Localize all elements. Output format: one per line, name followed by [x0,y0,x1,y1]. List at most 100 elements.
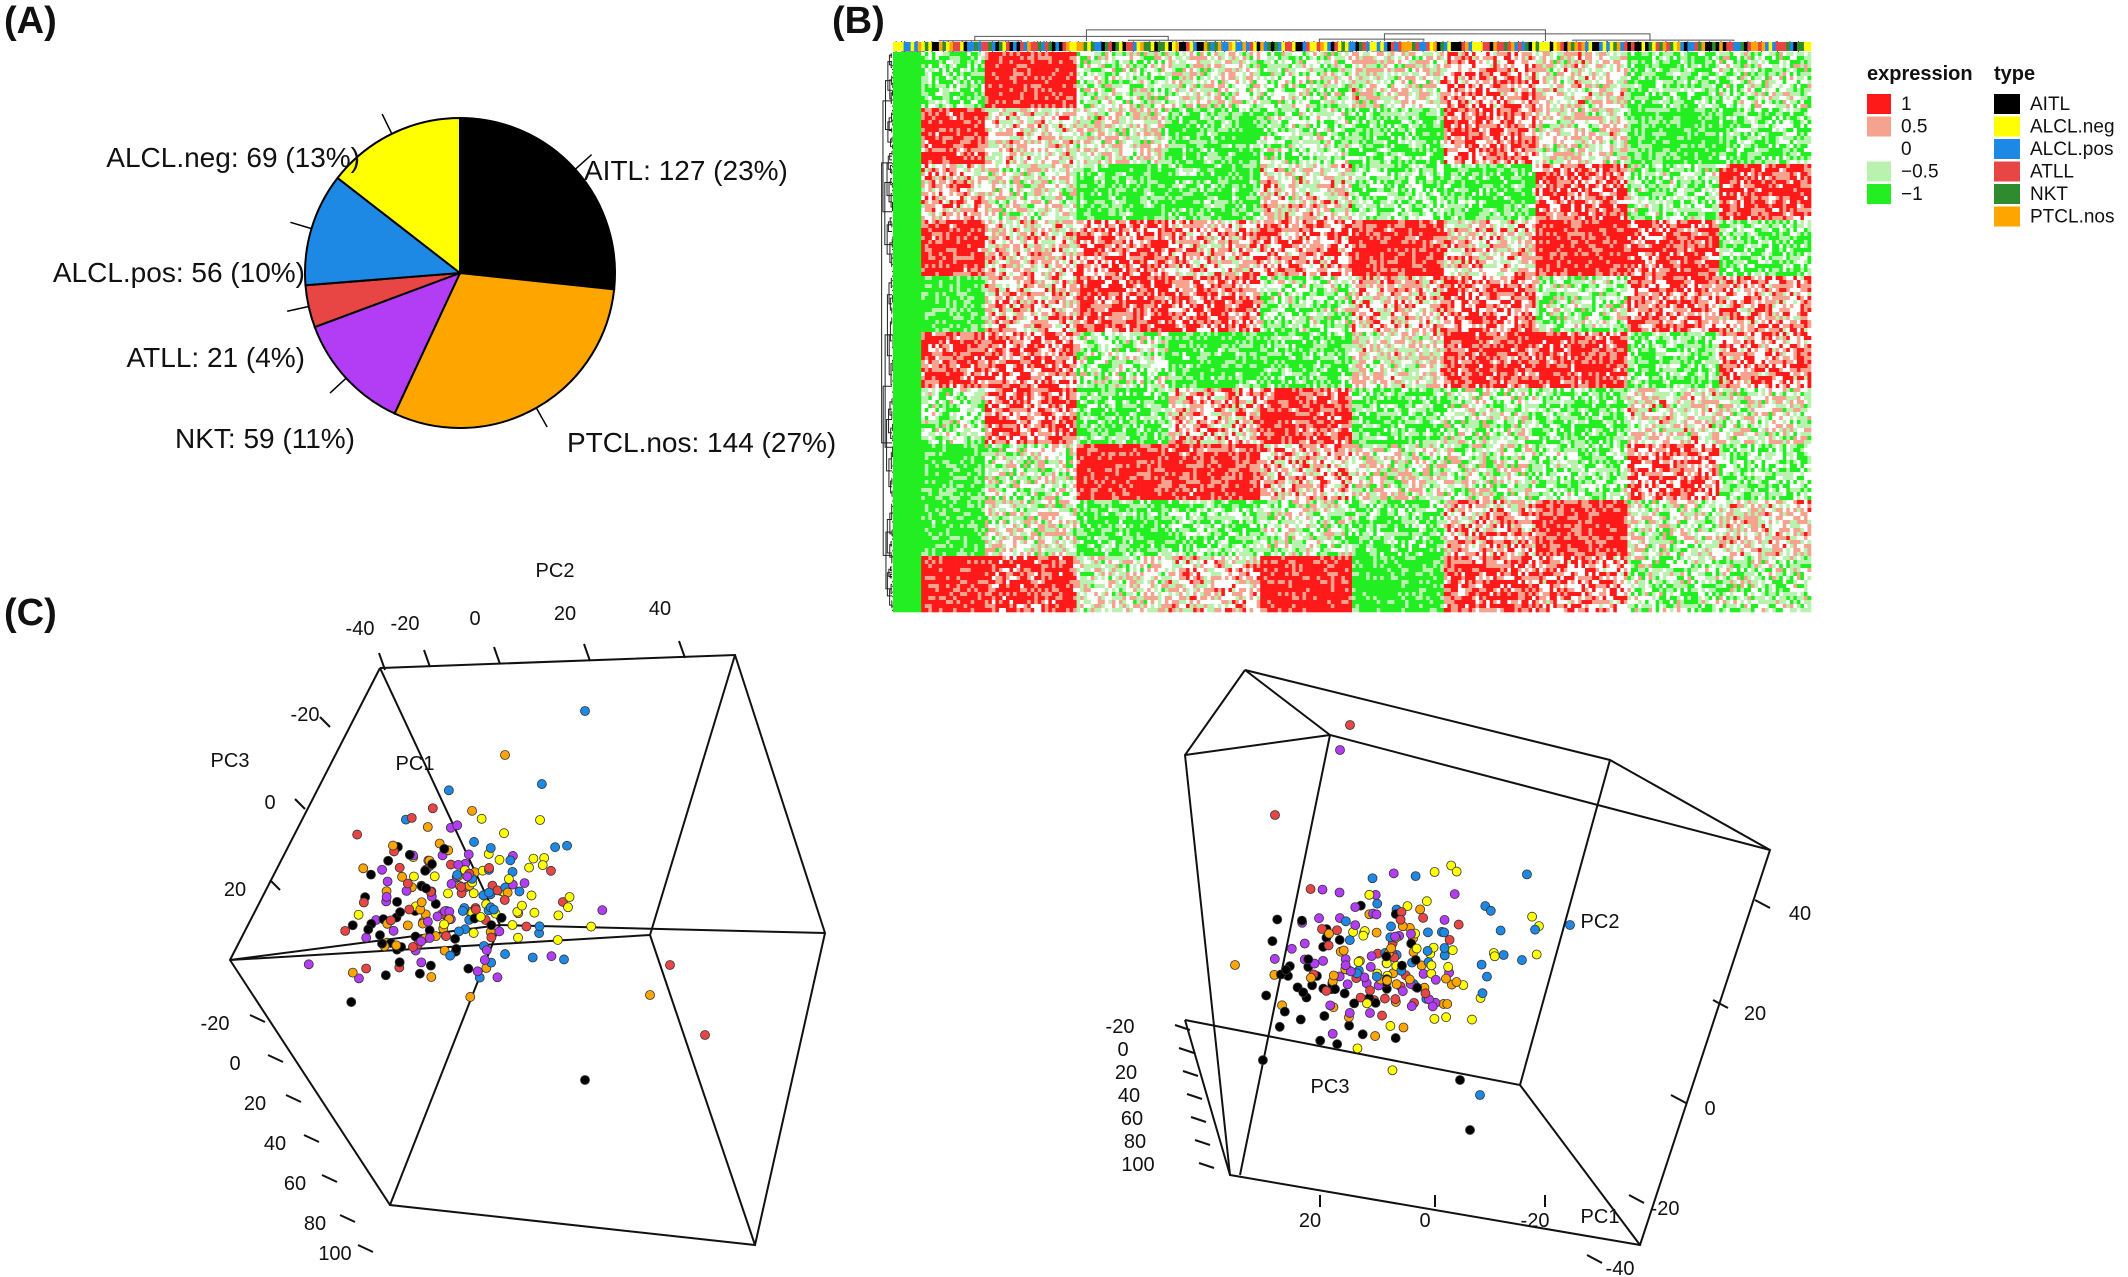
heatmap-cell [1670,108,1674,112]
heatmap-cell [1267,112,1271,116]
heatmap-cell [1571,72,1575,76]
heatmap-cell [942,60,946,64]
heatmap-cell [1416,84,1420,88]
heatmap-cell [932,92,936,96]
heatmap-cell [1476,72,1480,76]
heatmap-cell [1486,84,1490,88]
heatmap-cell [1296,60,1300,64]
heatmap-cell [1034,68,1038,72]
heatmap-cell [1175,108,1179,112]
heatmap-cell [1419,84,1423,88]
heatmap-cell [1642,76,1646,80]
heatmap-cell [1546,68,1550,72]
heatmap-cell [1186,60,1190,64]
heatmap-cell [971,116,975,120]
heatmap-cell [1306,72,1310,76]
heatmap-cell [1606,100,1610,104]
heatmap-cell [1645,92,1649,96]
heatmap-cell [900,60,904,64]
heatmap-cell [1010,92,1014,96]
heatmap-cell [1391,60,1395,64]
heatmap-cell [1341,80,1345,84]
heatmap-cell [1352,68,1356,72]
heatmap-cell [1606,116,1610,120]
heatmap-cell [1673,108,1677,112]
heatmap-cell [1306,52,1310,56]
heatmap-cell [1338,100,1342,104]
heatmap-cell [1578,68,1582,72]
heatmap-cell [1507,100,1511,104]
heatmap-cell [1398,64,1402,68]
heatmap-cell [1656,92,1660,96]
heatmap-cell [1165,108,1169,112]
heatmap-cell [1133,64,1137,68]
heatmap-cell [1024,84,1028,88]
heatmap-cell [1098,76,1102,80]
heatmap-cell [1423,100,1427,104]
heatmap-cell [1709,104,1713,108]
heatmap-cell [985,80,989,84]
heatmap-cell [1680,100,1684,104]
heatmap-cell [914,68,918,72]
heatmap-cell [1031,116,1035,120]
type-bar-cell [1098,42,1102,51]
heatmap-cell [914,96,918,100]
heatmap-cell [964,104,968,108]
heatmap-cell [1052,116,1056,120]
heatmap-cell [1680,88,1684,92]
type-bar-cell [1002,42,1006,51]
heatmap-cell [1514,56,1518,60]
heatmap-cell [1758,92,1762,96]
heatmap-cell [1762,84,1766,88]
heatmap-cell [1324,64,1328,68]
heatmap-cell [1656,88,1660,92]
heatmap-cell [907,60,911,64]
heatmap-cell [1045,84,1049,88]
heatmap-cell [1751,80,1755,84]
heatmap-cell [1006,64,1010,68]
heatmap-cell [1175,88,1179,92]
type-bar-cell [999,42,1003,51]
heatmap-cell [932,112,936,116]
heatmap-cell [1433,60,1437,64]
heatmap-cell [1419,96,1423,100]
heatmap-cell [1514,104,1518,108]
pie-leader-line [536,408,547,427]
heatmap-cell [1264,92,1268,96]
heatmap-cell [1045,112,1049,116]
heatmap-cell [1451,52,1455,56]
type-bar-cell [1183,42,1187,51]
heatmap-cell [1070,96,1074,100]
heatmap-cell [1140,116,1144,120]
heatmap-cell [893,84,897,88]
heatmap-cell [1253,84,1257,88]
heatmap-cell [1677,112,1681,116]
heatmap-cell [1483,112,1487,116]
heatmap-cell [1613,96,1617,100]
heatmap-cell [1807,84,1811,88]
heatmap-cell [1341,96,1345,100]
heatmap-cell [1454,84,1458,88]
heatmap-cell [1119,52,1123,56]
heatmap-cell [942,116,946,120]
heatmap-cell [1108,84,1112,88]
heatmap-cell [1504,60,1508,64]
heatmap-cell [1331,96,1335,100]
heatmap-cell [1010,56,1014,60]
heatmap-cell [1094,68,1098,72]
heatmap-cell [1200,84,1204,88]
heatmap-cell [1408,96,1412,100]
heatmap-cell [1469,80,1473,84]
heatmap-cell [1490,84,1494,88]
heatmap-cell [1447,76,1451,80]
heatmap-cell [1772,60,1776,64]
heatmap-cell [1469,52,1473,56]
heatmap-cell [1790,52,1794,56]
heatmap-cell [1762,96,1766,100]
heatmap-cell [1797,76,1801,80]
heatmap-cell [1002,116,1006,120]
heatmap-cell [1747,72,1751,76]
heatmap-cell [960,84,964,88]
heatmap-cell [1712,112,1716,116]
heatmap-cell [1751,52,1755,56]
